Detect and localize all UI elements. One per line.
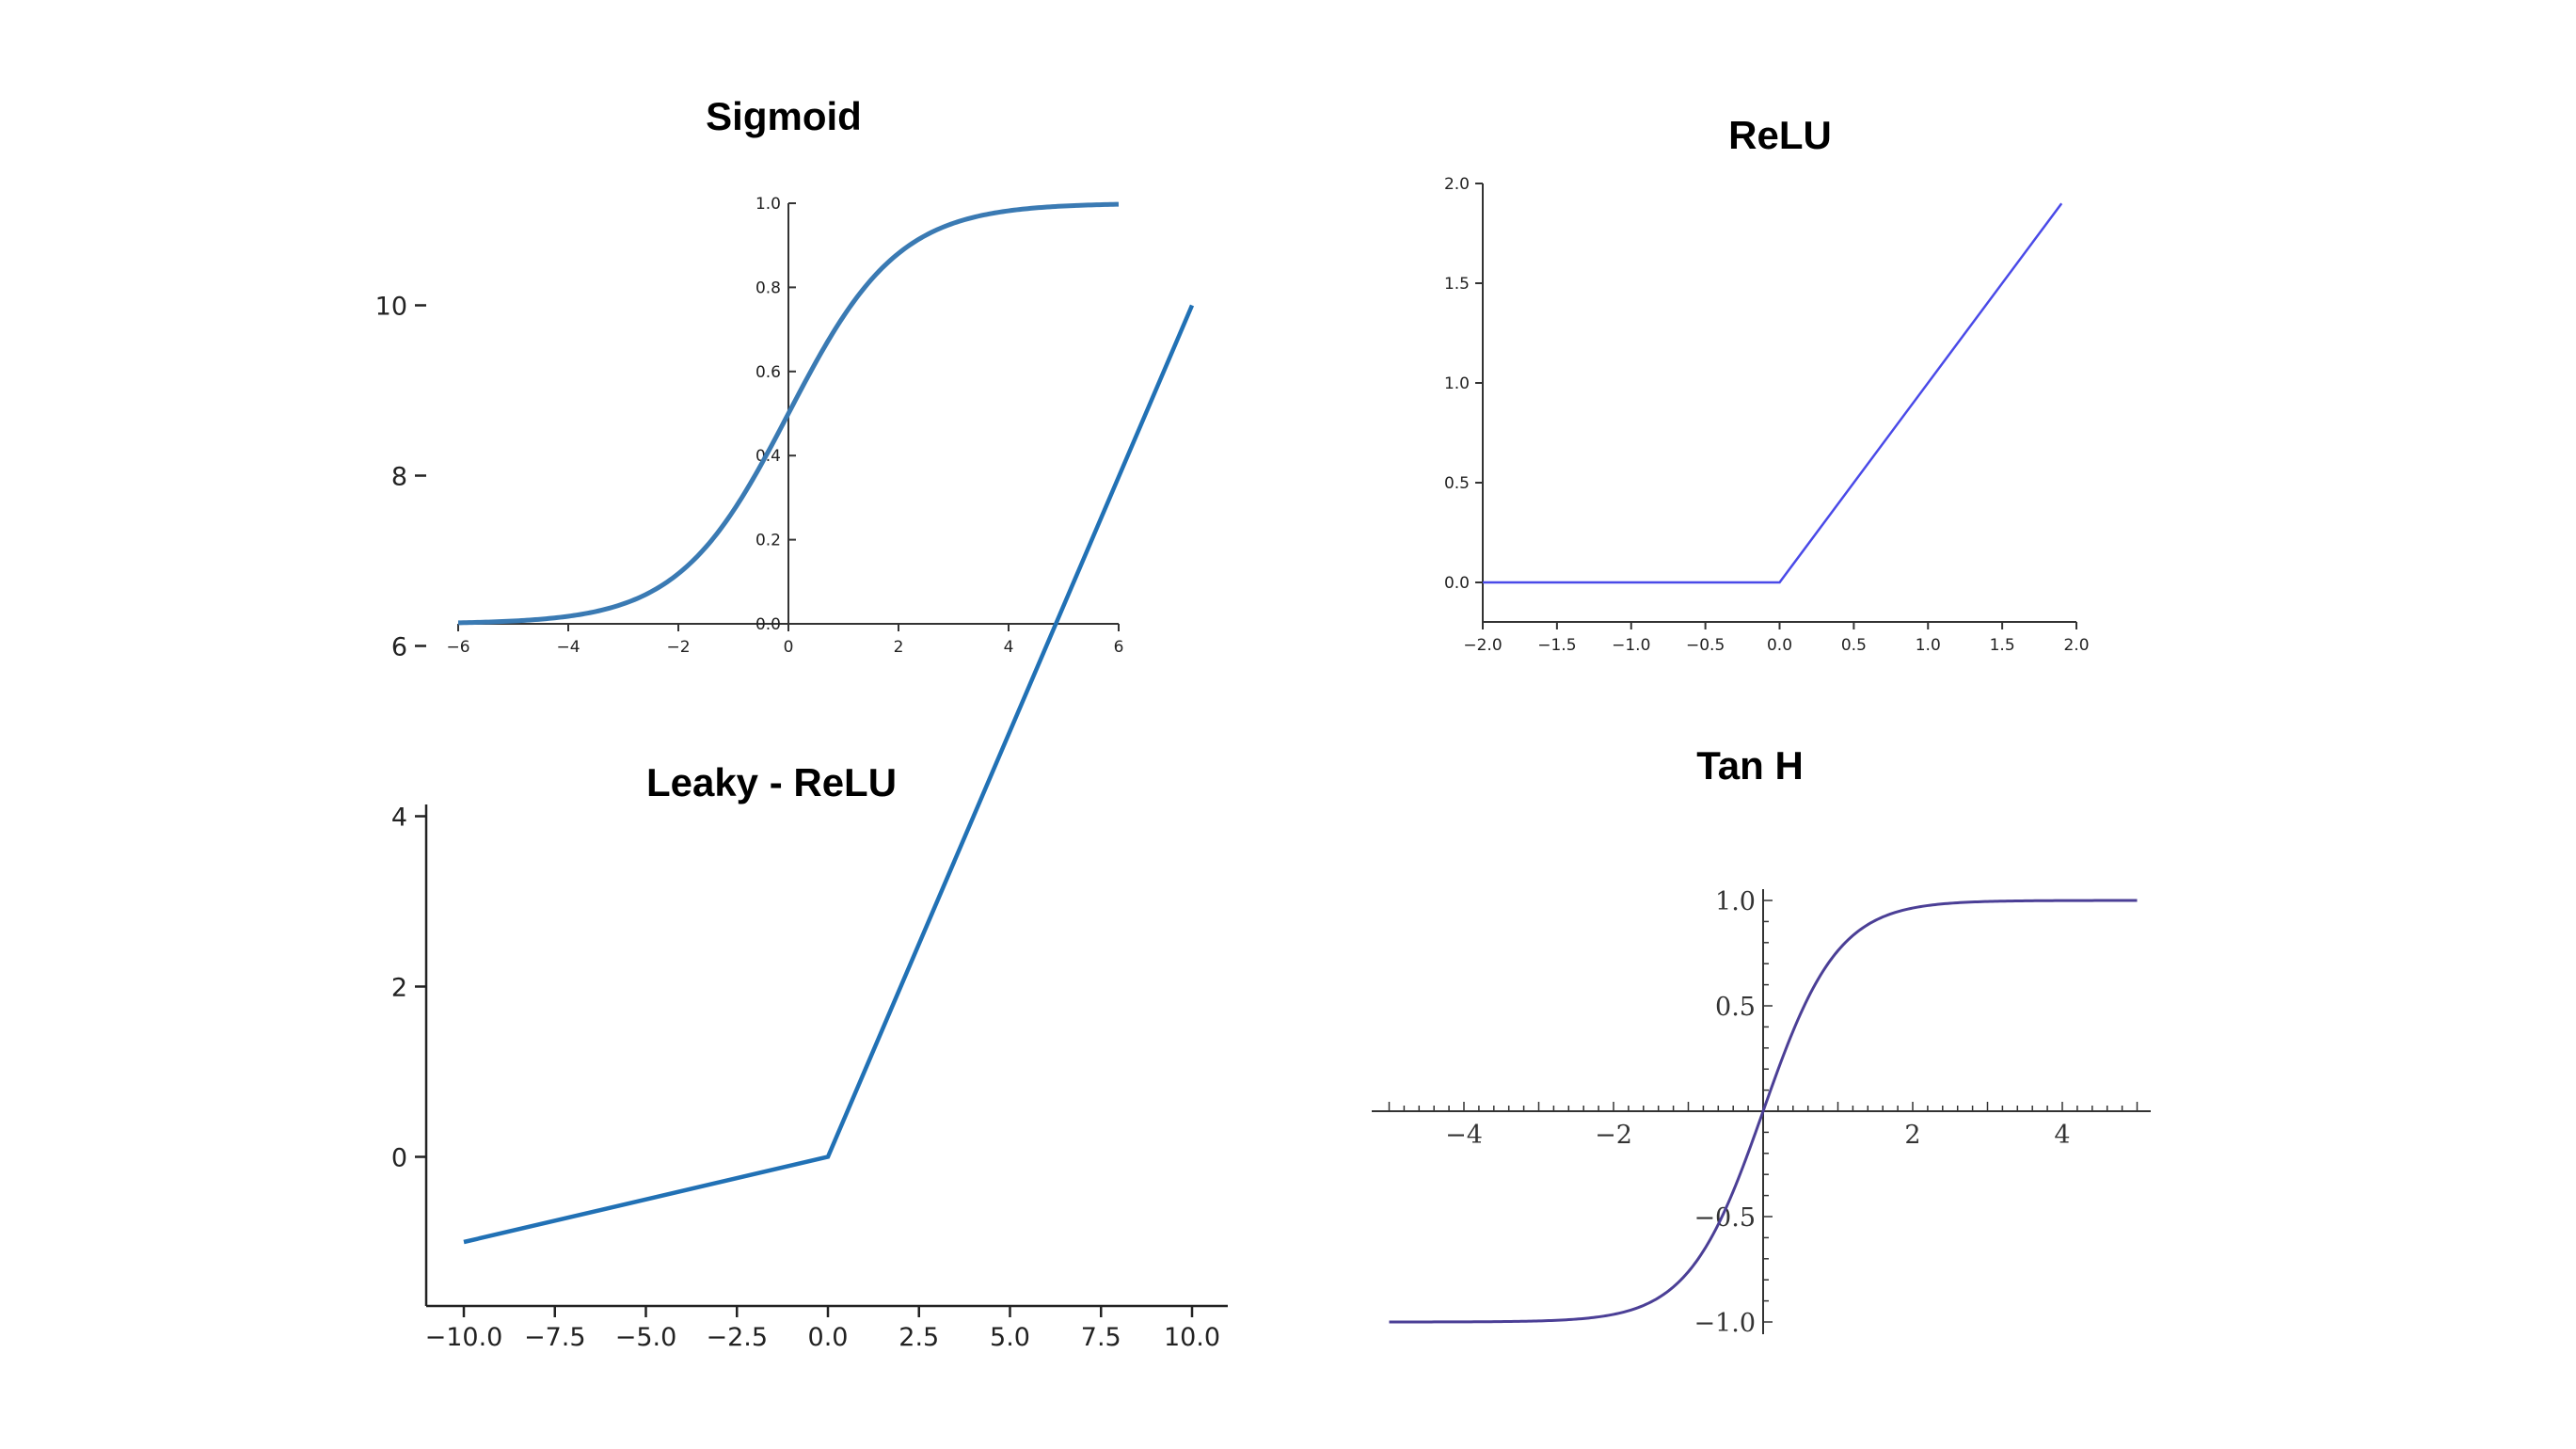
leaky-relu-title: Leaky - ReLU [645,760,898,804]
relu-x-tick-label: 1.0 [1916,636,1941,655]
leaky-relu-x-tick-label: −2.5 [706,1323,768,1352]
relu-curve [1483,202,2063,584]
sigmoid-y-tick-label: 0.8 [755,279,781,297]
sigmoid-x-tick-label: −2 [666,638,690,657]
relu-x-tick-label: 0.0 [1767,636,1792,655]
leaky-relu-x-tick-label: 7.5 [1081,1323,1121,1352]
sigmoid-curve [457,201,1120,626]
relu-y-tick-label: 2.0 [1444,175,1470,194]
relu-x-tick-label: −0.5 [1686,636,1725,655]
tanh-y-tick-label: −1.0 [1693,1309,1756,1338]
leaky-relu-x-tick-label: −5.0 [615,1323,677,1352]
tanh-x-tick-label: −4 [1445,1121,1483,1150]
sigmoid-x-tick-label: −4 [556,638,580,657]
tanh-y-tick-label: 0.5 [1715,993,1756,1022]
tanh-x-tick-label: 4 [2054,1121,2070,1150]
sigmoid-y-tick-label: 0.2 [755,532,781,550]
leaky-relu-y-tick-label: 2 [391,974,407,1003]
leaky-relu-x-tick-label: 10.0 [1164,1323,1220,1352]
leaky-relu-curve [463,304,1195,1245]
leaky-relu-x-tick-label: −10.0 [425,1323,503,1352]
relu-y-tick-label: 0.0 [1444,574,1470,593]
relu-y-tick-label: 1.5 [1444,275,1470,294]
relu-x-tick-label: 0.5 [1841,636,1867,655]
relu-title: ReLU [1728,113,1832,157]
sigmoid-x-tick-label: 4 [1004,638,1014,657]
tanh-x-tick-label: −2 [1595,1121,1632,1150]
sigmoid-x-tick-label: 0 [784,638,794,657]
leaky-relu-x-tick-label: 0.0 [808,1323,849,1352]
leaky-relu-y-tick-label: 4 [391,804,407,833]
sigmoid-y-tick-label: 0.6 [755,363,781,382]
sigmoid-y-tick-label: 1.0 [755,195,781,214]
sigmoid-x-tick-label: −6 [446,638,469,657]
leaky-relu-x-tick-label: 5.0 [990,1323,1030,1352]
sigmoid-y-tick-label: 0.0 [755,615,781,634]
leaky-relu-x-tick-label: 2.5 [898,1323,939,1352]
leaky-relu-y-tick-label: 10 [375,293,407,322]
relu-x-tick-label: −1.0 [1612,636,1650,655]
tanh-x-tick-label: 2 [1904,1121,1920,1150]
leaky-relu-y-tick-label: 8 [391,463,407,492]
leaky-relu-x-tick-label: −7.5 [524,1323,586,1352]
sigmoid-x-tick-label: 2 [894,638,904,657]
tanh-y-tick-label: 1.0 [1715,887,1756,916]
sigmoid-title: Sigmoid [706,94,862,138]
relu-x-tick-label: −1.5 [1537,636,1576,655]
leaky-relu-y-tick-label: 6 [391,633,407,662]
relu-y-tick-label: 1.0 [1444,374,1470,393]
relu-x-tick-label: 1.5 [1990,636,2015,655]
relu-x-tick-label: −2.0 [1463,636,1502,655]
sigmoid-x-tick-label: 6 [1114,638,1124,657]
leaky-relu-y-tick-label: 0 [391,1144,407,1173]
tanh-title: Tan H [1696,743,1804,788]
relu-y-tick-label: 0.5 [1444,474,1470,493]
relu-x-tick-label: 2.0 [2063,636,2089,655]
tanh-curve [1389,899,2138,1324]
